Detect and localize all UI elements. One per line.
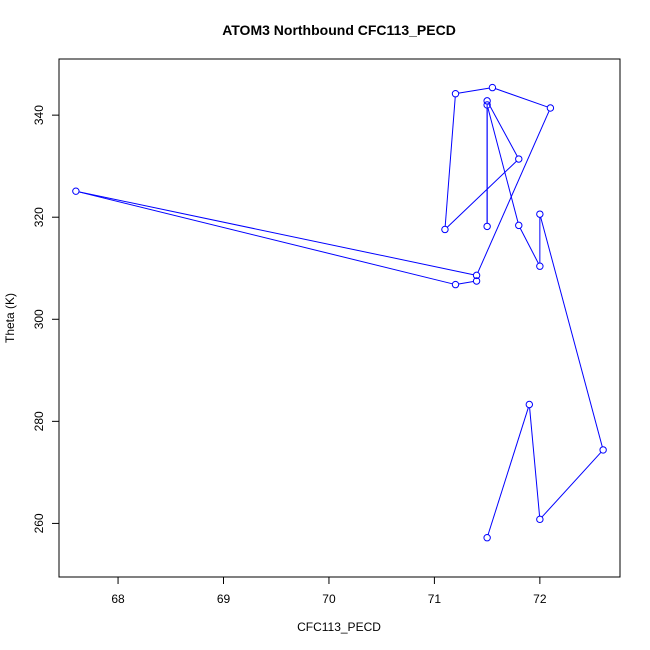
- data-point: [546, 104, 555, 112]
- data-point: [515, 221, 523, 230]
- series-segment: [458, 281, 474, 285]
- data-point: [441, 225, 449, 234]
- series-points-group: [72, 83, 607, 542]
- data-point: [483, 534, 491, 542]
- data-point: [525, 400, 534, 409]
- series-segment: [541, 451, 602, 518]
- data-point: [599, 446, 607, 454]
- series-segment: [487, 107, 519, 223]
- x-tick-label: 71: [428, 592, 442, 606]
- data-point: [451, 280, 460, 289]
- y-tick-label: 320: [32, 207, 46, 227]
- x-axis: 68 69 70 71 72: [111, 577, 547, 606]
- series-segment: [78, 191, 453, 285]
- data-point: [536, 210, 544, 218]
- plot-frame: [58, 58, 621, 578]
- series-line-group: [78, 87, 603, 535]
- series-segment: [78, 191, 474, 276]
- data-point: [72, 187, 80, 195]
- data-point: [488, 83, 497, 92]
- y-tick-label: 340: [32, 105, 46, 125]
- data-point: [451, 90, 460, 98]
- y-axis-label: Theta (K): [3, 293, 17, 343]
- chart-title: ATOM3 Northbound CFC113_PECD: [222, 22, 456, 38]
- series-segment: [488, 103, 518, 157]
- data-point: [536, 262, 544, 270]
- x-axis-label: CFC113_PECD: [297, 620, 381, 634]
- x-tick-label: 68: [111, 592, 125, 606]
- series-segment: [540, 217, 603, 447]
- y-axis: 260 280 300 320 340: [32, 105, 59, 533]
- y-tick-label: 300: [32, 309, 46, 329]
- data-point: [483, 222, 491, 231]
- series-segment: [477, 110, 550, 273]
- data-point: [483, 97, 491, 105]
- x-tick-label: 69: [217, 592, 231, 606]
- series-segment: [446, 160, 517, 228]
- y-tick-label: 280: [32, 411, 46, 431]
- x-tick-label: 70: [322, 592, 336, 606]
- series-segment: [519, 227, 539, 264]
- data-point: [483, 101, 491, 109]
- series-segment: [444, 96, 456, 227]
- x-tick-label: 72: [533, 592, 547, 606]
- data-point: [472, 277, 481, 285]
- series-segment: [458, 87, 490, 94]
- data-point: [472, 271, 481, 280]
- y-tick-label: 260: [32, 513, 46, 533]
- series-segment: [495, 88, 548, 108]
- series-segment: [487, 407, 529, 535]
- data-point: [515, 155, 523, 163]
- data-point: [536, 515, 544, 524]
- series-segment: [529, 407, 541, 517]
